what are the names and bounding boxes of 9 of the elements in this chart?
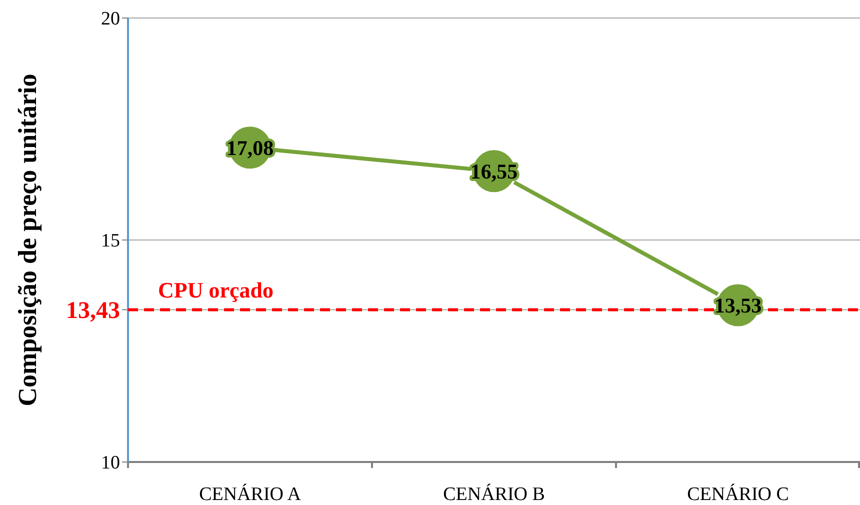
- y-tick-label: 20: [101, 8, 120, 30]
- x-tick-label: CENÁRIO B: [443, 483, 545, 505]
- y-tick-label: 15: [101, 230, 120, 252]
- y-axis-title: Composição de preço unitário: [13, 74, 42, 406]
- ref-line-label: CPU orçado: [158, 278, 274, 303]
- y-tick-label: 13,43: [66, 298, 120, 324]
- x-tick-label: CENÁRIO C: [687, 483, 789, 505]
- y-tick-label: 10: [101, 452, 120, 474]
- x-tick-label: CENÁRIO A: [199, 483, 302, 505]
